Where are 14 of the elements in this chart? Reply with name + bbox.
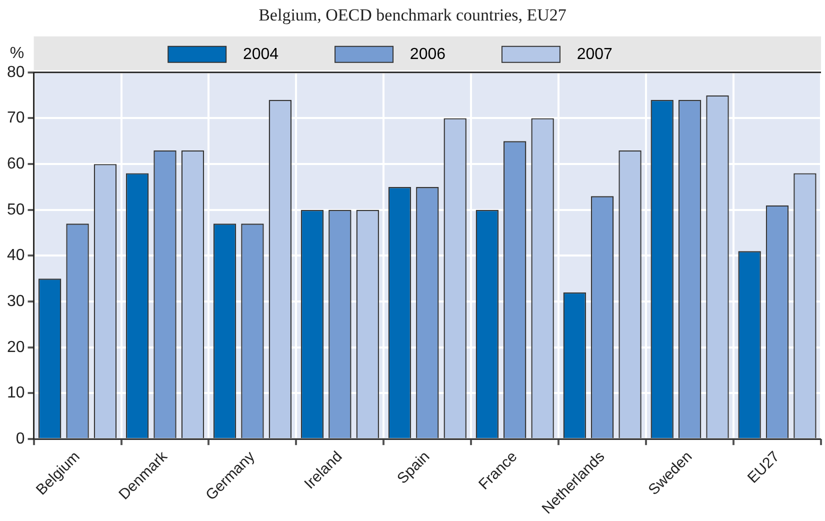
chart-title: Belgium, OECD benchmark countries, EU27 <box>258 6 567 25</box>
y-tick-label: 40 <box>7 247 25 264</box>
legend-label: 2007 <box>568 46 657 63</box>
y-tick-label: 10 <box>7 384 25 402</box>
y-tick-label: 60 <box>7 155 25 172</box>
legend-label: 2006 <box>401 46 490 63</box>
y-tick-label: 80 <box>7 64 25 81</box>
y-tick-label: 50 <box>7 201 25 218</box>
y-tick-label: 30 <box>7 292 25 310</box>
y-tick-label: 0 <box>16 430 25 448</box>
y-tick-label: 70 <box>7 110 25 127</box>
y-axis-title: % <box>10 44 24 62</box>
y-tick-label: 20 <box>7 338 25 356</box>
legend-label: 2004 <box>234 46 324 63</box>
